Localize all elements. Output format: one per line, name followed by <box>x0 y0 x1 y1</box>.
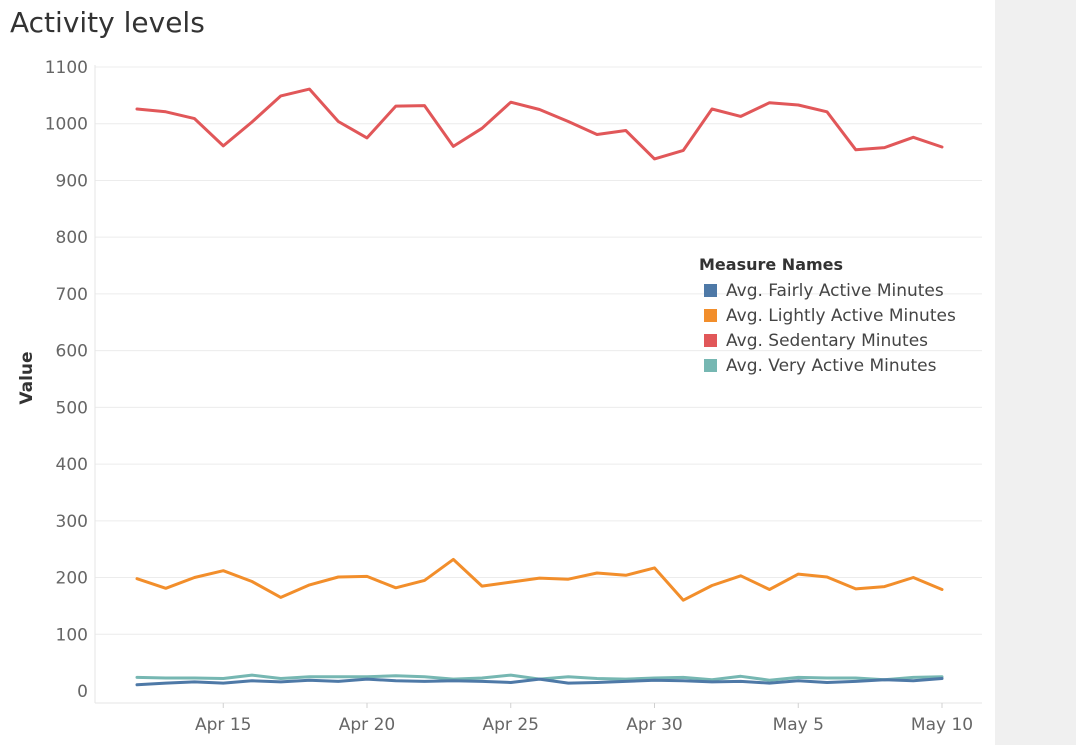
x-tick-label: Apr 30 <box>626 715 682 735</box>
line-chart[interactable]: 0 100 200 300 400 500 600 700 800 900 1000 1100 Apr… <box>0 0 995 745</box>
y-tick-label: 600 <box>56 342 88 362</box>
legend-swatch <box>704 284 717 297</box>
x-tick-label: May 10 <box>911 715 973 735</box>
y-tick-label: 1100 <box>45 58 88 78</box>
y-tick-label: 0 <box>77 682 88 702</box>
series-line-avg-lightly-active-minutes[interactable] <box>135 557 944 602</box>
x-tick-label: Apr 15 <box>195 715 251 735</box>
legend-swatch <box>704 359 717 372</box>
x-tick-label: May 5 <box>773 715 824 735</box>
legend-label: Avg. Sedentary Minutes <box>726 330 929 351</box>
y-tick-label: 1000 <box>45 115 88 135</box>
y-tick-label: 900 <box>56 171 88 191</box>
legend-item-very-active[interactable]: Avg. Very Active Minutes <box>699 353 956 378</box>
grid-lines <box>94 65 982 704</box>
legend-item-lightly-active[interactable]: Avg. Lightly Active Minutes <box>699 303 956 328</box>
series-line-avg-fairly-active-minutes[interactable] <box>135 677 944 687</box>
legend-label: Avg. Fairly Active Minutes <box>726 280 944 301</box>
legend[interactable]: Measure Names Avg. Fairly Active Minutes… <box>699 255 956 378</box>
legend-item-fairly-active[interactable]: Avg. Fairly Active Minutes <box>699 278 956 303</box>
legend-item-sedentary[interactable]: Avg. Sedentary Minutes <box>699 328 956 353</box>
y-tick-label: 200 <box>56 569 88 589</box>
chart-title: Activity levels <box>10 6 205 39</box>
legend-label: Avg. Very Active Minutes <box>726 355 937 376</box>
x-axis-ticks: Apr 15 Apr 20 Apr 25 Apr 30 May 5 May 10 <box>195 703 973 735</box>
series-lines <box>135 87 944 687</box>
legend-label: Avg. Lightly Active Minutes <box>726 305 956 326</box>
y-tick-label: 400 <box>56 455 88 475</box>
legend-title: Measure Names <box>699 255 844 274</box>
side-panel <box>995 0 1076 745</box>
x-tick-label: Apr 25 <box>483 715 539 735</box>
y-tick-label: 100 <box>56 625 88 645</box>
legend-swatch <box>704 334 717 347</box>
y-axis-label: Value <box>17 351 37 404</box>
y-axis-ticks: 0 100 200 300 400 500 600 700 800 900 1000 1100 <box>45 58 88 702</box>
y-tick-label: 700 <box>56 285 88 305</box>
legend-swatch <box>704 309 717 322</box>
y-tick-label: 800 <box>56 228 88 248</box>
y-tick-label: 300 <box>56 512 88 532</box>
series-line-avg-sedentary-minutes[interactable] <box>135 87 944 161</box>
x-tick-label: Apr 20 <box>339 715 395 735</box>
y-tick-label: 500 <box>56 398 88 418</box>
